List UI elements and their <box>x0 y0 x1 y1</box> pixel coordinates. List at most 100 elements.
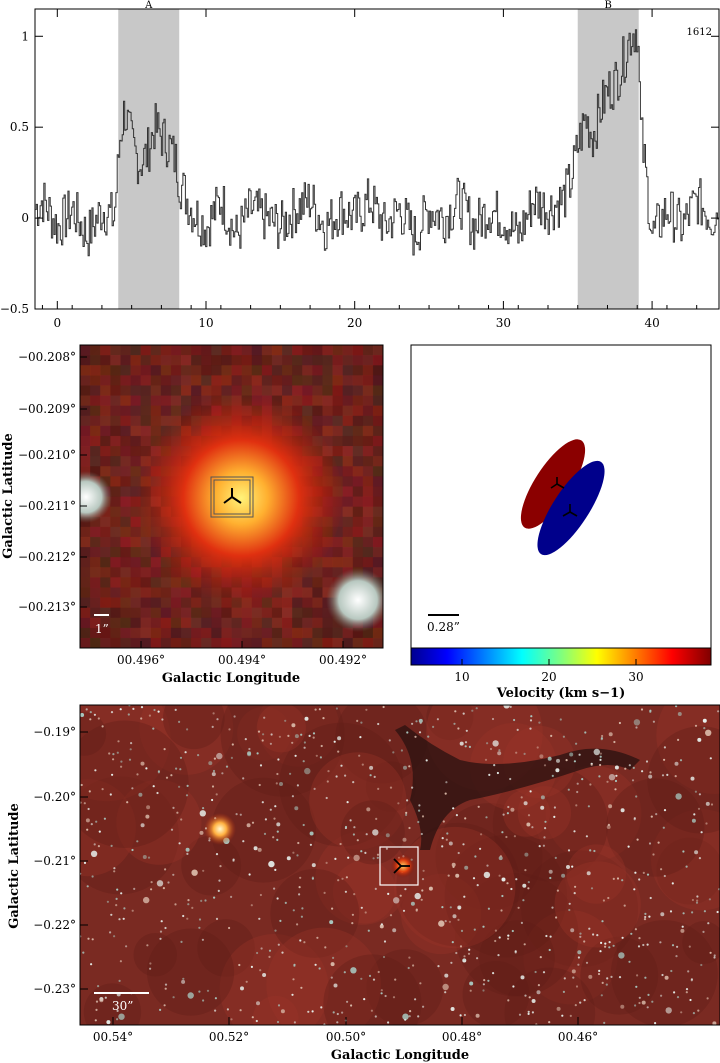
field-star <box>420 898 423 901</box>
field-star <box>638 937 641 940</box>
field-star <box>228 728 231 731</box>
field-star <box>529 727 532 730</box>
field-star <box>279 782 283 786</box>
zoom-pixel <box>130 425 141 437</box>
field-star <box>571 969 576 974</box>
field-star <box>275 782 278 785</box>
zoom-y-tick-label: −00.212° <box>18 550 76 564</box>
field-star <box>111 773 114 776</box>
field-star <box>411 722 414 725</box>
spectrum-y-tick-label: 0 <box>21 211 29 225</box>
field-star <box>175 767 178 770</box>
field-star <box>509 705 512 709</box>
field-star <box>327 770 330 773</box>
zoom-pixel <box>120 425 131 437</box>
field-star <box>313 787 316 791</box>
field-star <box>253 846 258 851</box>
field-star <box>316 936 319 939</box>
zoom-pixel <box>231 365 242 376</box>
zoom-pixel <box>332 536 343 548</box>
zoom-pixel <box>332 637 343 648</box>
field-star <box>163 1004 166 1007</box>
field-star <box>103 817 106 820</box>
field-star <box>694 850 699 855</box>
field-star <box>339 842 342 846</box>
field-star <box>689 998 692 1002</box>
field-star <box>641 1000 646 1005</box>
zoom-source-glow <box>132 393 342 603</box>
zoom-pixel <box>332 425 343 437</box>
field-star <box>164 987 167 990</box>
zoom-pixel <box>110 486 121 497</box>
field-star <box>497 751 502 756</box>
zoom-pixel <box>181 627 192 639</box>
zoom-pixel <box>100 425 111 437</box>
zoom-pixel <box>90 637 101 648</box>
field-star <box>601 920 604 923</box>
zoom-pixel <box>90 405 101 416</box>
zoom-pixel <box>372 446 383 457</box>
zoom-pixel <box>211 365 222 376</box>
field-star <box>116 751 119 754</box>
zoom-pixel <box>170 345 182 356</box>
zoom-pixel <box>372 395 383 406</box>
zoom-pixel <box>120 627 131 639</box>
field-star <box>145 814 150 819</box>
field-star <box>673 991 676 994</box>
zoom-pixel <box>191 395 202 406</box>
zoom-pixel <box>362 637 374 648</box>
field-star <box>474 855 477 858</box>
zoom-pixel <box>191 355 202 366</box>
field-star <box>185 847 190 852</box>
field-star <box>218 879 221 882</box>
zoom-pixel <box>110 345 121 356</box>
field-star <box>370 1009 373 1012</box>
field-star <box>596 934 599 937</box>
zoom-pixel <box>362 496 374 507</box>
field-star <box>677 738 680 742</box>
field-star <box>652 853 655 856</box>
zoom-pixel <box>90 345 101 356</box>
field-star <box>402 837 407 842</box>
zoom-pixel <box>120 516 131 528</box>
field-star <box>340 764 343 767</box>
field-star <box>156 791 159 795</box>
field-star <box>600 737 604 740</box>
field-star <box>438 920 445 927</box>
field-star <box>318 967 321 970</box>
zoom-pixel <box>292 365 303 376</box>
zoom-pixel <box>110 536 121 548</box>
field-star <box>455 873 460 878</box>
field-star <box>182 977 185 980</box>
field-star <box>165 776 169 779</box>
field-star <box>638 1001 641 1005</box>
zoom-pixel <box>100 547 111 558</box>
zoom-pixel <box>292 385 303 396</box>
field-star <box>636 974 639 977</box>
zoom-pixel <box>80 547 91 558</box>
zoom-pixel <box>140 405 151 416</box>
zoom-pixel <box>352 375 364 386</box>
zoom-pixel <box>231 627 242 639</box>
field-star <box>610 975 613 979</box>
field-star <box>538 721 541 724</box>
field-star <box>119 960 122 963</box>
zoom-pixel <box>90 375 101 386</box>
zoom-pixel <box>130 617 141 629</box>
field-star <box>334 857 337 861</box>
nebula-patch <box>400 873 482 955</box>
field-star <box>148 714 151 717</box>
field-star <box>614 779 618 783</box>
nebula-patch <box>80 776 179 895</box>
field-star <box>449 906 452 909</box>
zoom-pixel <box>221 597 232 608</box>
field-star <box>211 725 214 729</box>
field-star <box>682 912 685 915</box>
field-star <box>708 898 712 901</box>
zoom-pixel <box>221 365 232 376</box>
field-star <box>402 1013 409 1020</box>
field-star <box>120 892 123 895</box>
zoom-image-frame <box>79 344 384 649</box>
field-star <box>408 956 411 959</box>
zoom-pixel <box>302 637 313 648</box>
